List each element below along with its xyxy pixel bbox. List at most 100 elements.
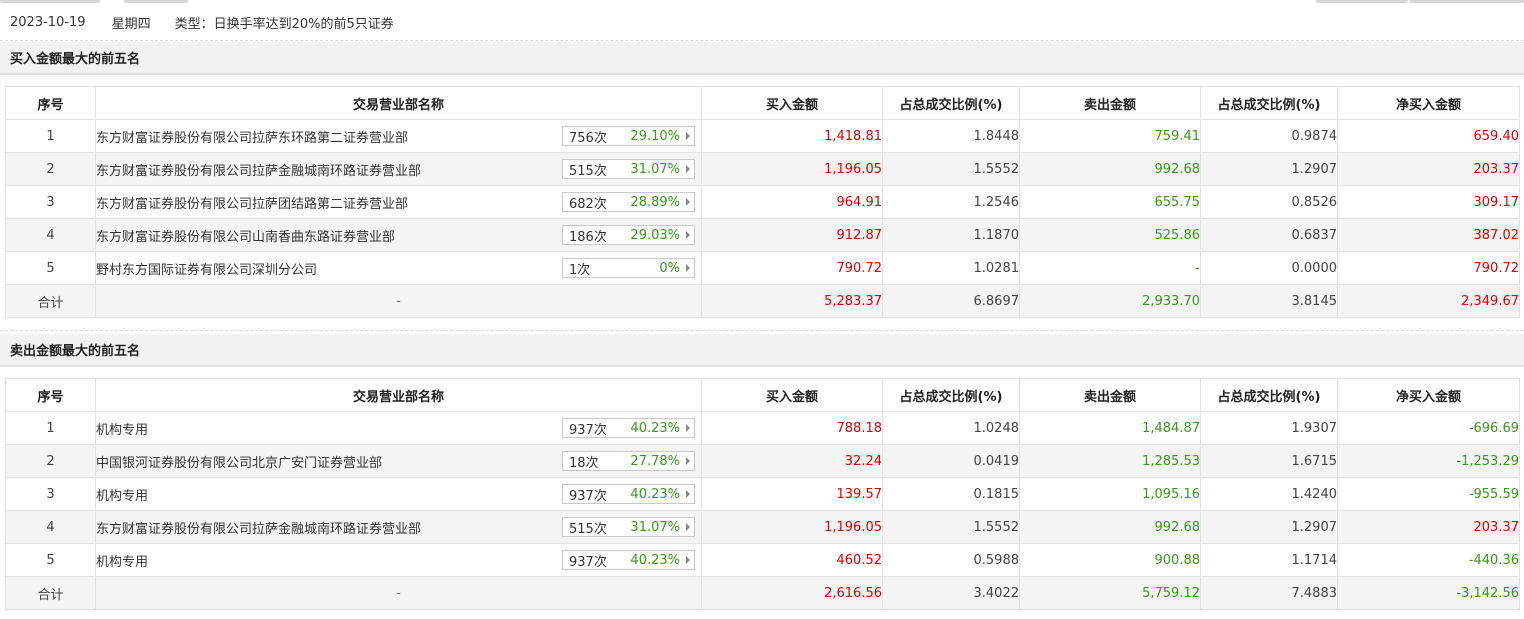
sell-amount: 759.41 bbox=[1019, 119, 1201, 153]
net-amount: -1,253.29 bbox=[1337, 444, 1520, 478]
caret-right-icon bbox=[686, 556, 690, 564]
dept-name-link[interactable]: 东方财富证券股份有限公司拉萨东环路第二证券营业部 bbox=[96, 130, 409, 146]
dept-stat-button[interactable]: 1次 0% bbox=[562, 258, 695, 278]
dept-name-link[interactable]: 东方财富证券股份有限公司拉萨团结路第二证券营业部 bbox=[96, 196, 409, 212]
caret-right-icon bbox=[686, 132, 690, 140]
section-title: 卖出金额最大的前五名 bbox=[10, 344, 141, 359]
total-label: 合计 bbox=[5, 576, 96, 610]
list-count: 756次 bbox=[569, 130, 607, 146]
list-count: 515次 bbox=[569, 521, 607, 537]
sell-amount: 992.68 bbox=[1019, 510, 1201, 544]
list-count: 937次 bbox=[569, 422, 607, 438]
sell-ratio: 1.6715 bbox=[1200, 444, 1338, 478]
sell-amount: 525.86 bbox=[1019, 218, 1201, 252]
col-header-buy: 买入金额 bbox=[701, 378, 883, 412]
sell-amount: 1,095.16 bbox=[1019, 477, 1201, 511]
win-rate: 29.03% bbox=[630, 227, 680, 243]
dept-cell: 中国银河证券股份有限公司北京广安门证券营业部 18次 27.78% bbox=[95, 444, 702, 478]
table-row[interactable]: 5 机构专用 937次 40.23% 460.52 0.5988 900.88 1.1714-… bbox=[5, 543, 1520, 577]
win-rate: 31.07% bbox=[630, 161, 680, 177]
table-row[interactable]: 3 机构专用 937次 40.23% 139.57 0.1815 1,095.16 1.424… bbox=[5, 477, 1520, 511]
win-rate: 28.89% bbox=[630, 194, 680, 210]
buy-amount: 1,196.05 bbox=[701, 152, 883, 186]
buy-top5-table: 序号 交易营业部名称 买入金额 占总成交比例(%) 卖出金额 占总成交比例(%)… bbox=[5, 86, 1520, 318]
win-rate: 40.23% bbox=[630, 486, 680, 502]
buy-ratio: 1.2546 bbox=[882, 185, 1020, 219]
sell-amount: 1,285.53 bbox=[1019, 444, 1201, 478]
buy-amount: 790.72 bbox=[701, 251, 883, 285]
win-rate: 40.23% bbox=[630, 420, 680, 436]
table-row[interactable]: 1 东方财富证券股份有限公司拉萨东环路第二证券营业部 756次 29.10% 1,418… bbox=[5, 119, 1520, 153]
dept-name-link[interactable]: 中国银河证券股份有限公司北京广安门证券营业部 bbox=[96, 455, 383, 471]
caret-right-icon bbox=[686, 523, 690, 531]
dept-name-link[interactable]: 东方财富证券股份有限公司山南香曲东路证券营业部 bbox=[96, 229, 396, 245]
dept-stat-button[interactable]: 937次 40.23% bbox=[562, 418, 695, 438]
col-header-sell-ratio: 占总成交比例(%) bbox=[1200, 86, 1338, 120]
total-buy: 5,283.37 bbox=[701, 284, 883, 318]
sell-ratio: 0.9874 bbox=[1200, 119, 1338, 153]
list-count: 937次 bbox=[569, 554, 607, 570]
top-tab[interactable] bbox=[0, 0, 100, 3]
list-count: 682次 bbox=[569, 196, 607, 212]
col-header-sell: 卖出金额 bbox=[1019, 86, 1201, 120]
row-index: 2 bbox=[5, 152, 96, 186]
sell-ratio: 1.4240 bbox=[1200, 477, 1338, 511]
buy-amount: 912.87 bbox=[701, 218, 883, 252]
top-tab[interactable] bbox=[1316, 0, 1408, 3]
dept-name-link[interactable]: 野村东方国际证券有限公司深圳分公司 bbox=[96, 262, 318, 278]
buy-amount: 788.18 bbox=[701, 411, 883, 445]
buy-ratio: 1.0248 bbox=[882, 411, 1020, 445]
row-index: 4 bbox=[5, 218, 96, 252]
dept-stat-button[interactable]: 682次 28.89% bbox=[562, 192, 695, 212]
buy-ratio: 0.1815 bbox=[882, 477, 1020, 511]
dept-stat-button[interactable]: 756次 29.10% bbox=[562, 126, 695, 146]
dept-cell: 东方财富证券股份有限公司拉萨东环路第二证券营业部 756次 29.10% bbox=[95, 119, 702, 153]
dept-name-link[interactable]: 机构专用 bbox=[96, 554, 149, 570]
table-header-row: 序号 交易营业部名称 买入金额 占总成交比例(%) 卖出金额 占总成交比例(%)… bbox=[5, 378, 1520, 412]
section-buy-top5: 买入金额最大的前五名 bbox=[0, 42, 1524, 75]
dept-stat-button[interactable]: 937次 40.23% bbox=[562, 484, 695, 504]
dept-name-link[interactable]: 东方财富证券股份有限公司拉萨金融城南环路证券营业部 bbox=[96, 163, 422, 179]
total-buy-ratio: 6.8697 bbox=[882, 284, 1020, 318]
dept-stat-button[interactable]: 186次 29.03% bbox=[562, 225, 695, 245]
dept-cell: 东方财富证券股份有限公司山南香曲东路证券营业部 186次 29.03% bbox=[95, 218, 702, 252]
dept-cell: 野村东方国际证券有限公司深圳分公司 1次 0% bbox=[95, 251, 702, 285]
total-sell-ratio: 7.4883 bbox=[1200, 576, 1338, 610]
win-rate: 31.07% bbox=[630, 519, 680, 535]
col-header-net: 净买入金额 bbox=[1337, 378, 1520, 412]
caret-right-icon bbox=[686, 231, 690, 239]
dept-stat-button[interactable]: 18次 27.78% bbox=[562, 451, 695, 471]
table-row[interactable]: 4 东方财富证券股份有限公司山南香曲东路证券营业部 186次 29.03% 912.87… bbox=[5, 218, 1520, 252]
win-rate: 29.10% bbox=[630, 128, 680, 144]
top-tab[interactable] bbox=[1410, 0, 1524, 3]
list-count: 186次 bbox=[569, 229, 607, 245]
buy-ratio: 0.5988 bbox=[882, 543, 1020, 577]
dept-cell: 东方财富证券股份有限公司拉萨团结路第二证券营业部 682次 28.89% bbox=[95, 185, 702, 219]
total-net: -3,142.56 bbox=[1337, 576, 1520, 610]
buy-ratio: 1.0281 bbox=[882, 251, 1020, 285]
sell-top5-table: 序号 交易营业部名称 买入金额 占总成交比例(%) 卖出金额 占总成交比例(%)… bbox=[5, 378, 1520, 610]
table-row[interactable]: 1 机构专用 937次 40.23% 788.18 1.0248 1,484.87 1.930… bbox=[5, 411, 1520, 445]
dept-name-link[interactable]: 机构专用 bbox=[96, 488, 149, 504]
table-row[interactable]: 3 东方财富证券股份有限公司拉萨团结路第二证券营业部 682次 28.89% 964.9… bbox=[5, 185, 1520, 219]
sell-amount: 900.88 bbox=[1019, 543, 1201, 577]
dept-stat-button[interactable]: 515次 31.07% bbox=[562, 159, 695, 179]
dept-name-link[interactable]: 东方财富证券股份有限公司拉萨金融城南环路证券营业部 bbox=[96, 521, 422, 537]
table-row[interactable]: 2 东方财富证券股份有限公司拉萨金融城南环路证券营业部 515次 31.07% 1,19… bbox=[5, 152, 1520, 186]
sell-ratio: 0.6837 bbox=[1200, 218, 1338, 252]
table-row[interactable]: 5 野村东方国际证券有限公司深圳分公司 1次 0% 790.72 1.0281-0.000… bbox=[5, 251, 1520, 285]
table-row[interactable]: 2 中国银河证券股份有限公司北京广安门证券营业部 18次 27.78% 32.24 0.0… bbox=[5, 444, 1520, 478]
total-row: 合计 -2,616.56 3.4022 5,759.12 7.4883 -3,142.56 bbox=[5, 576, 1520, 610]
dept-stat-button[interactable]: 515次 31.07% bbox=[562, 517, 695, 537]
col-header-idx: 序号 bbox=[5, 378, 96, 412]
buy-amount: 460.52 bbox=[701, 543, 883, 577]
dept-name-link[interactable]: 机构专用 bbox=[96, 422, 149, 438]
total-sell: 2,933.70 bbox=[1019, 284, 1201, 318]
caret-right-icon bbox=[686, 264, 690, 272]
top-tab[interactable] bbox=[124, 0, 188, 3]
dept-stat-button[interactable]: 937次 40.23% bbox=[562, 550, 695, 570]
total-row: 合计 -5,283.37 6.8697 2,933.70 3.8145 2,349.67 bbox=[5, 284, 1520, 318]
total-net: 2,349.67 bbox=[1337, 284, 1520, 318]
total-buy-ratio: 3.4022 bbox=[882, 576, 1020, 610]
table-row[interactable]: 4 东方财富证券股份有限公司拉萨金融城南环路证券营业部 515次 31.07% 1,19… bbox=[5, 510, 1520, 544]
